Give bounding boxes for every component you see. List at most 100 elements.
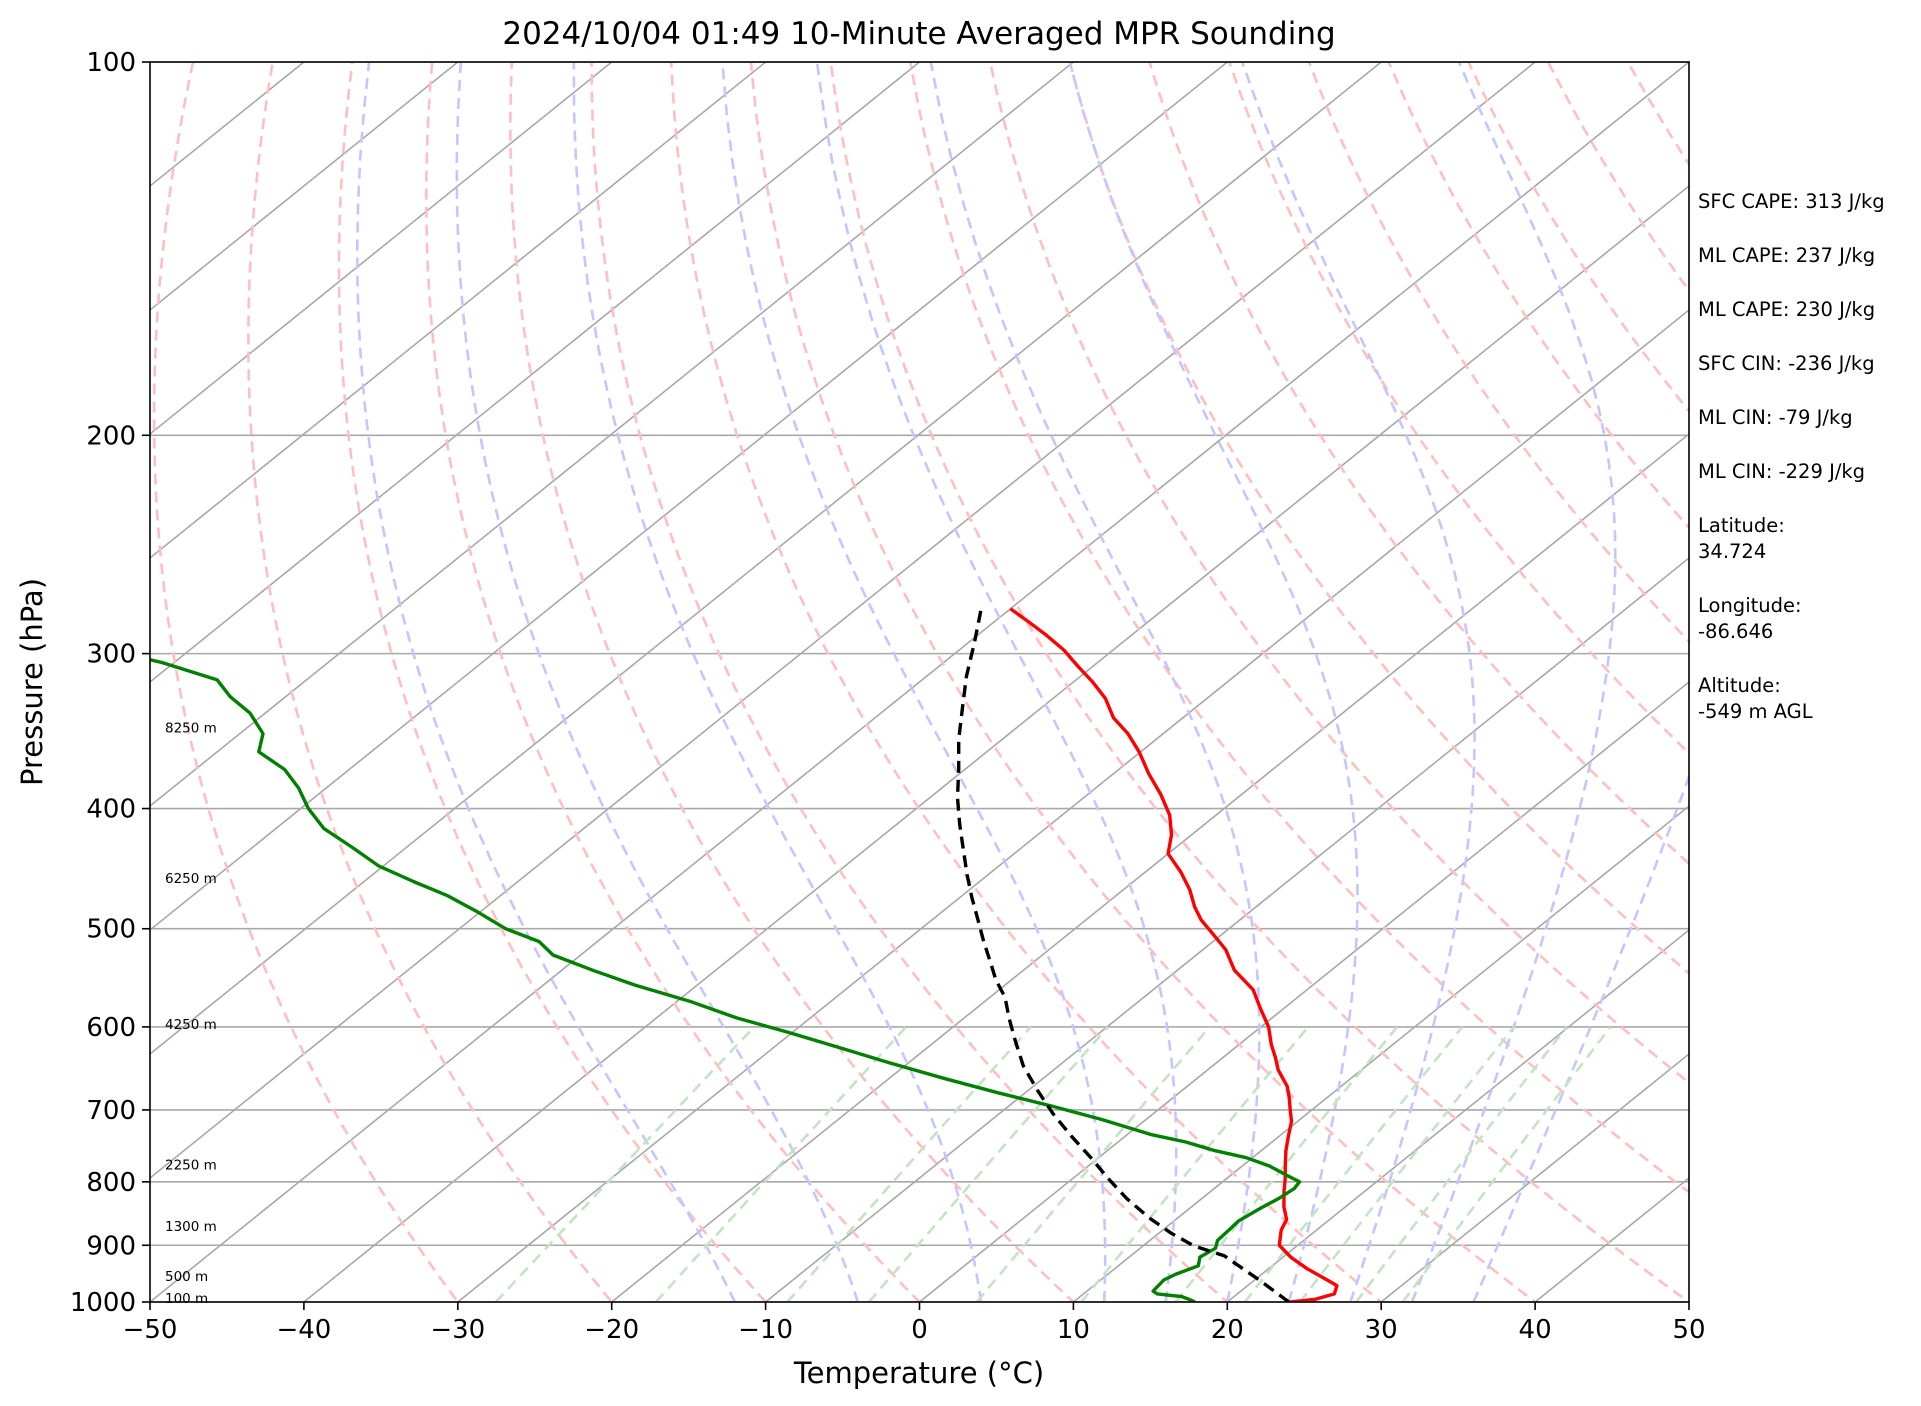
mixing-ratio-line	[1355, 1026, 1568, 1302]
dry-adiabat-line	[669, 62, 1384, 1302]
isotherm-line	[150, 62, 613, 436]
dry-adiabat-line	[509, 62, 1076, 1302]
annotation-value: 34.724	[1698, 540, 1766, 563]
mixing-ratio-line	[654, 1026, 908, 1302]
dry-adiabat-line	[988, 62, 1689, 1085]
moist-adiabat-line	[929, 62, 1261, 1302]
height-label: 2250 m	[165, 1158, 217, 1174]
height-label: 6250 m	[165, 871, 217, 887]
annotation-value: -549 m AGL	[1698, 700, 1813, 723]
isotherm-line	[150, 62, 1382, 1056]
chart-title: 2024/10/04 01:49 10-Minute Averaged MPR …	[502, 16, 1335, 52]
x-tick-label: −10	[738, 1315, 793, 1345]
dry-adiabat-line	[590, 62, 1230, 1302]
moist-adiabat-line	[455, 62, 860, 1302]
isotherm-line	[150, 62, 767, 560]
dry-adiabat-line	[1307, 62, 1689, 644]
isotherm-line	[1072, 804, 1689, 1302]
annotation-text: SFC CAPE: 313 J/kg	[1698, 190, 1885, 213]
isotherm-line	[765, 556, 1689, 1302]
isotherm-line	[150, 62, 1536, 1180]
moist-adiabat-line	[355, 62, 736, 1302]
moist-adiabat-line	[721, 62, 1107, 1302]
mixing-ratio-line	[1401, 1026, 1612, 1302]
annotation-value: -86.646	[1698, 620, 1773, 643]
annotation-text: ML CIN: -229 J/kg	[1698, 460, 1865, 483]
temperature-profile-line	[1009, 607, 1339, 1302]
x-tick-label: −20	[584, 1315, 639, 1345]
isotherm-line	[1226, 928, 1689, 1302]
dry-adiabat-line	[909, 62, 1689, 1194]
annotation-text: Altitude:	[1698, 674, 1781, 697]
height-label: 4250 m	[165, 1017, 217, 1033]
background-lines-layer	[152, 62, 1689, 1302]
mixing-ratio-line	[1243, 1026, 1464, 1302]
y-axis-ticks: 100 200 300 400 500 600 700 800 900 1000	[70, 48, 150, 1318]
x-tick-label: 40	[1519, 1315, 1552, 1345]
dry-adiabat-line	[1068, 62, 1689, 976]
y-tick-label: 900	[86, 1231, 136, 1261]
mixing-ratio-line	[494, 1026, 756, 1302]
moist-adiabat-line	[1240, 62, 1476, 1302]
isotherm-line	[457, 308, 1689, 1302]
dry-adiabat-line	[424, 62, 922, 1302]
dry-adiabat-line	[247, 62, 614, 1302]
isotherm-line	[611, 432, 1689, 1302]
x-axis-label: Temperature (°C)	[793, 1356, 1044, 1390]
isotherm-line	[918, 680, 1689, 1302]
height-label: 500 m	[165, 1269, 208, 1285]
height-label: 100 m	[165, 1291, 208, 1307]
annotation-text: ML CIN: -79 J/kg	[1698, 406, 1853, 429]
x-tick-label: 10	[1057, 1315, 1090, 1345]
isotherm-line	[150, 62, 1689, 1302]
annotation-text: Latitude:	[1698, 514, 1785, 537]
mixing-ratio-line	[786, 1026, 1032, 1302]
x-tick-label: 0	[911, 1315, 928, 1345]
x-tick-label: 20	[1211, 1315, 1244, 1345]
dewpoint-profile-line	[150, 658, 1302, 1302]
y-tick-label: 500	[86, 915, 136, 945]
height-label: 1300 m	[165, 1219, 217, 1235]
annotation-text: Longitude:	[1698, 594, 1802, 617]
isotherm-line	[303, 184, 1689, 1302]
x-axis-ticks: −50 −40 −30 −20 −10 0 10 20 30 40 50	[123, 1302, 1706, 1345]
x-tick-label: 50	[1672, 1315, 1705, 1345]
moist-adiabat-line	[1472, 772, 1689, 1302]
mixing-ratio-line	[867, 1026, 1109, 1302]
dry-adiabat-line	[829, 62, 1689, 1302]
x-tick-label: 30	[1365, 1315, 1398, 1345]
annotation-text: ML CAPE: 237 J/kg	[1698, 244, 1875, 267]
profile-series-layer	[150, 607, 1339, 1302]
y-tick-label: 600	[86, 1013, 136, 1043]
y-axis-label: Pressure (hPa)	[15, 578, 49, 786]
annotation-text: SFC CIN: -236 J/kg	[1698, 352, 1875, 375]
y-tick-label: 700	[86, 1096, 136, 1126]
x-tick-label: −50	[123, 1315, 178, 1345]
mixing-ratio-line	[1174, 1026, 1399, 1302]
dry-adiabat-line	[1227, 62, 1689, 755]
isotherm-line	[150, 62, 459, 312]
isotherm-line	[150, 62, 1228, 932]
height-label: 8250 m	[165, 720, 217, 736]
x-tick-label: −40	[276, 1315, 331, 1345]
y-tick-label: 400	[86, 795, 136, 825]
dry-adiabat-line	[337, 62, 768, 1302]
height-labels-layer: 100 m 500 m 1300 m 2250 m 4250 m 6250 m 8250 m	[165, 720, 217, 1307]
y-tick-label: 300	[86, 640, 136, 670]
y-tick-label: 200	[86, 421, 136, 451]
y-tick-label: 800	[86, 1168, 136, 1198]
y-tick-label: 1000	[70, 1288, 136, 1318]
y-tick-label: 100	[86, 48, 136, 78]
annotation-text: ML CAPE: 230 J/kg	[1698, 298, 1875, 321]
moist-adiabat-line	[572, 62, 983, 1302]
mixing-ratio-line	[1298, 1026, 1516, 1302]
parcel-profile-line	[955, 608, 1290, 1302]
dry-adiabat-line	[152, 62, 460, 1302]
x-tick-label: −30	[430, 1315, 485, 1345]
isotherm-line	[150, 62, 1074, 808]
grid-layer	[150, 62, 1689, 1302]
isotherm-line	[150, 62, 921, 684]
moist-adiabat-line	[1410, 62, 1617, 1302]
